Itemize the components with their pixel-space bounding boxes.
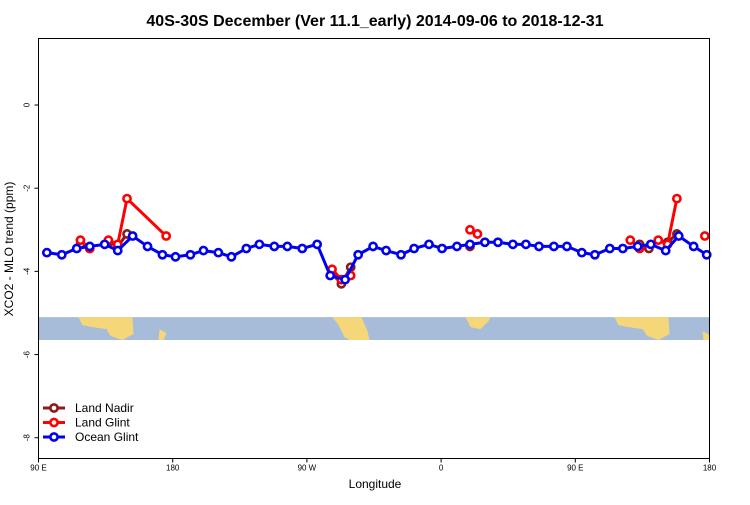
x-tick-label: 0	[439, 464, 444, 473]
legend-entry: Land Glint	[43, 416, 130, 430]
data-point	[325, 270, 336, 281]
y-axis-label: XCO2 - MLO trend (ppm)	[2, 182, 16, 317]
data-point	[465, 224, 475, 235]
x-axis-label: Longitude	[349, 477, 402, 491]
data-point	[226, 251, 237, 262]
map-land	[702, 331, 710, 340]
data-point	[472, 229, 483, 239]
data-point	[127, 231, 138, 241]
legend-entry: Land Nadir	[43, 401, 134, 415]
series-land-glint	[75, 193, 710, 285]
data-point	[282, 241, 293, 252]
x-tick-label: 90 E	[567, 464, 583, 473]
data-point	[589, 249, 600, 260]
data-point	[157, 249, 168, 260]
data-point	[437, 243, 447, 254]
data-point	[699, 231, 710, 241]
y-tick-label: -8	[23, 434, 32, 442]
data-point	[161, 231, 172, 241]
data-point	[701, 249, 712, 260]
legend-marker	[49, 403, 59, 413]
world-map-band	[38, 317, 710, 340]
plot-frame	[38, 38, 710, 459]
data-point	[625, 235, 636, 246]
data-point	[424, 239, 434, 250]
legend-marker	[49, 417, 59, 428]
map-land	[332, 317, 370, 340]
data-point	[409, 243, 419, 254]
data-point	[112, 245, 123, 256]
data-point	[688, 241, 699, 252]
data-point	[75, 235, 86, 246]
data-point	[562, 241, 572, 252]
data-point	[396, 249, 406, 260]
data-point	[340, 274, 351, 285]
data-point	[353, 249, 364, 260]
data-point	[632, 241, 643, 252]
data-point	[254, 239, 265, 250]
data-point	[368, 241, 378, 252]
data-point	[645, 239, 656, 250]
x-tick-label: 180	[703, 464, 717, 473]
data-point	[653, 235, 664, 246]
data-point	[576, 247, 587, 258]
legend-label: Land Nadir	[75, 401, 134, 415]
data-point	[604, 243, 615, 254]
map-land	[78, 317, 134, 340]
series-layer	[41, 193, 712, 289]
data-point	[312, 239, 323, 250]
map-land	[158, 329, 167, 340]
data-point	[507, 239, 518, 250]
data-point	[297, 243, 308, 254]
data-point	[493, 237, 503, 248]
data-point	[99, 239, 110, 250]
series-ocean-glint	[41, 231, 712, 285]
data-point	[84, 241, 95, 252]
data-point	[241, 243, 252, 254]
data-point	[452, 241, 462, 252]
legend-label: Ocean Glint	[75, 430, 139, 444]
data-point	[617, 243, 628, 254]
data-point	[41, 247, 52, 258]
x-tick-label: 90 W	[298, 464, 317, 473]
series-line	[107, 197, 168, 246]
data-point	[465, 239, 475, 250]
data-point	[381, 245, 392, 256]
legend-label: Land Glint	[75, 416, 130, 430]
y-tick-label: -2	[23, 184, 32, 192]
data-point	[671, 193, 682, 204]
x-tick-label: 90 E	[30, 464, 46, 473]
data-point	[660, 245, 671, 256]
axes: 90 E 180 90 W 0 90 E 180 0 -2 -4 -6 -8	[23, 102, 717, 472]
data-point	[56, 249, 67, 260]
data-point	[673, 231, 684, 241]
map-ocean	[38, 317, 710, 340]
data-point	[198, 245, 209, 256]
y-tick-label: -6	[23, 350, 32, 358]
data-point	[71, 243, 82, 254]
data-point	[269, 241, 280, 252]
y-tick-label: 0	[23, 102, 32, 107]
x-tick-label: 180	[166, 464, 180, 473]
data-point	[213, 247, 224, 258]
legend-marker	[49, 432, 59, 442]
data-point	[480, 237, 490, 248]
data-point	[122, 193, 132, 204]
map-land	[614, 317, 670, 340]
y-tick-label: -4	[23, 267, 32, 275]
data-point	[534, 241, 544, 252]
data-point	[142, 241, 153, 252]
data-point	[185, 249, 196, 260]
data-point	[170, 251, 181, 262]
data-point	[521, 239, 531, 250]
legend-entry: Ocean Glint	[43, 430, 139, 444]
chart-title: 40S-30S December (Ver 11.1_early) 2014-0…	[146, 13, 603, 30]
map-land	[465, 317, 491, 330]
data-point	[548, 241, 559, 252]
